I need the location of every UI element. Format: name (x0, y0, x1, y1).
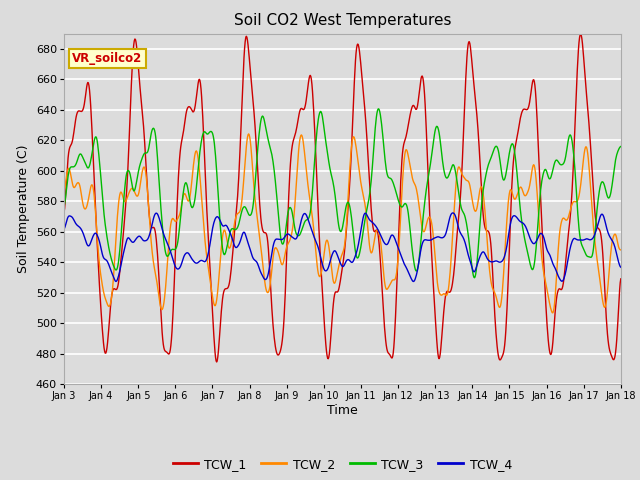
Y-axis label: Soil Temperature (C): Soil Temperature (C) (17, 144, 30, 273)
Line: TCW_3: TCW_3 (64, 109, 621, 278)
TCW_3 (163, 253, 171, 259)
TCW_4 (449, 210, 457, 216)
TCW_3 (590, 240, 598, 246)
TCW_1 (163, 350, 171, 356)
TCW_2 (60, 188, 68, 194)
TCW_1 (577, 31, 584, 37)
TCW_2 (292, 191, 300, 196)
TCW_4 (163, 240, 171, 246)
TCW_4 (291, 236, 299, 242)
TCW_2 (388, 277, 396, 283)
TCW_3 (60, 204, 68, 209)
TCW_2 (549, 310, 557, 316)
TCW_3 (617, 144, 625, 149)
Text: VR_soilco2: VR_soilco2 (72, 52, 143, 65)
TCW_3 (375, 106, 383, 112)
TCW_3 (470, 275, 478, 281)
TCW_4 (388, 232, 396, 238)
TCW_4 (87, 240, 95, 245)
Line: TCW_2: TCW_2 (64, 134, 621, 313)
TCW_1 (292, 130, 300, 135)
Legend: TCW_1, TCW_2, TCW_3, TCW_4: TCW_1, TCW_2, TCW_3, TCW_4 (168, 453, 517, 476)
TCW_1 (388, 354, 396, 360)
TCW_2 (163, 261, 171, 266)
TCW_2 (87, 184, 95, 190)
TCW_2 (617, 247, 625, 253)
TCW_3 (388, 179, 396, 184)
X-axis label: Time: Time (327, 404, 358, 417)
TCW_4 (590, 233, 598, 239)
TCW_2 (244, 131, 252, 137)
TCW_4 (617, 264, 625, 270)
TCW_1 (599, 252, 607, 257)
TCW_1 (617, 276, 625, 282)
TCW_4 (60, 226, 68, 232)
TCW_2 (599, 299, 607, 304)
TCW_2 (590, 231, 598, 237)
Title: Soil CO2 West Temperatures: Soil CO2 West Temperatures (234, 13, 451, 28)
Line: TCW_1: TCW_1 (64, 34, 621, 362)
TCW_1 (213, 359, 221, 365)
TCW_3 (599, 179, 607, 185)
TCW_4 (599, 212, 607, 217)
Line: TCW_4: TCW_4 (64, 213, 621, 281)
TCW_3 (87, 158, 95, 164)
TCW_4 (410, 278, 417, 284)
TCW_1 (87, 103, 95, 109)
TCW_3 (291, 227, 299, 232)
TCW_1 (60, 210, 68, 216)
TCW_1 (590, 200, 598, 205)
